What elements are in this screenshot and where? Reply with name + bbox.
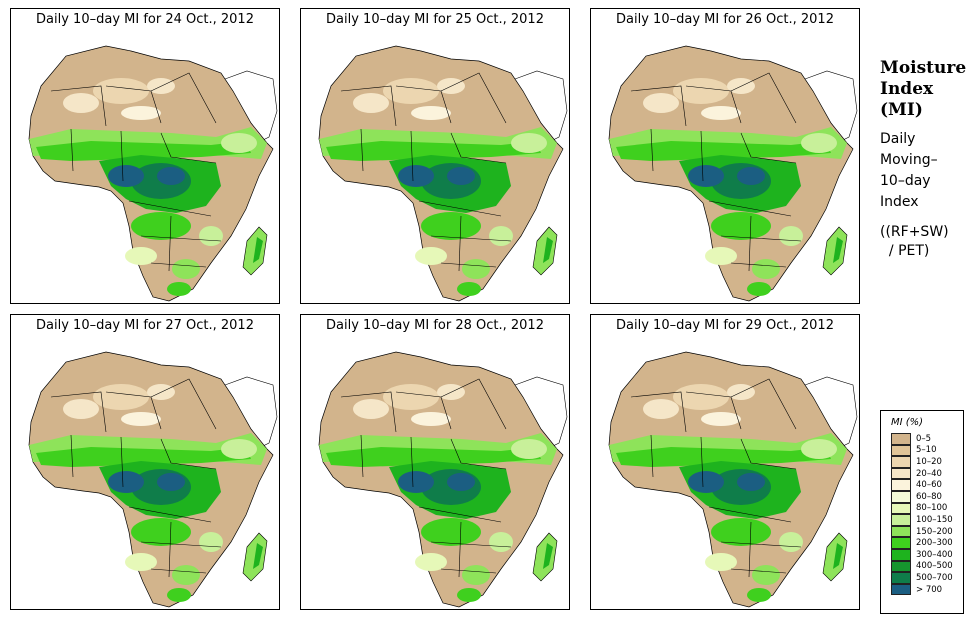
legend-label: 40–60	[916, 480, 942, 491]
africa-moisture-map	[11, 31, 279, 303]
legend-item: 10–20	[891, 456, 953, 468]
legend-label: 20–40	[916, 468, 942, 479]
legend-swatch	[891, 502, 911, 515]
legend-swatch	[891, 444, 911, 457]
legend-item: 60–80	[891, 490, 953, 503]
map-panel-title: Daily 10–day MI for 24 Oct., 2012	[11, 9, 279, 32]
map-panel-title: Daily 10–day MI for 27 Oct., 2012	[11, 315, 279, 338]
legend-label: 80–100	[916, 503, 948, 514]
legend-item: 80–100	[891, 502, 953, 515]
legend-swatch	[891, 537, 911, 549]
legend-item: 20–40	[891, 467, 953, 480]
legend-item: 400–500	[891, 560, 953, 573]
legend-label: 200–300	[916, 538, 953, 549]
legend-title: MI (%)	[891, 417, 924, 428]
map-panel-title: Daily 10–day MI for 28 Oct., 2012	[301, 315, 569, 338]
legend-item: 200–300	[891, 537, 953, 549]
africa-moisture-map	[591, 31, 859, 303]
index-description: Moisture Index (MI) Daily Moving– 10–day…	[880, 58, 972, 261]
map-panel-5: Daily 10–day MI for 29 Oct., 2012	[590, 314, 860, 610]
legend-swatch	[891, 548, 911, 561]
africa-moisture-map	[301, 31, 569, 303]
legend-label: 400–500	[916, 561, 953, 572]
legend-swatch	[891, 560, 911, 573]
legend-label: > 700	[916, 584, 943, 595]
africa-moisture-map	[301, 337, 569, 609]
legend-label: 500–700	[916, 572, 953, 583]
legend-item: 40–60	[891, 479, 953, 491]
legend-swatch	[891, 433, 911, 445]
index-formula: ((RF+SW) / PET)	[880, 224, 949, 259]
legend-item: 500–700	[891, 572, 953, 584]
index-subtext: Daily Moving– 10–day Index	[880, 131, 938, 210]
legend-item: 100–150	[891, 514, 953, 526]
map-panel-4: Daily 10–day MI for 28 Oct., 2012	[300, 314, 570, 610]
legend-swatch	[891, 525, 911, 538]
map-panel-3: Daily 10–day MI for 27 Oct., 2012	[10, 314, 280, 610]
legend-item: 150–200	[891, 525, 953, 538]
legend-label: 300–400	[916, 549, 953, 560]
legend-swatch	[891, 583, 911, 596]
legend-item: 5–10	[891, 444, 953, 457]
legend-swatch	[891, 514, 911, 526]
legend-swatch	[891, 490, 911, 503]
map-panel-2: Daily 10–day MI for 26 Oct., 2012	[590, 8, 860, 304]
legend-label: 10–20	[916, 456, 942, 467]
legend-label: 100–150	[916, 514, 953, 525]
africa-moisture-map	[11, 337, 279, 609]
map-panel-1: Daily 10–day MI for 25 Oct., 2012	[300, 8, 570, 304]
legend-item: 300–400	[891, 548, 953, 561]
legend-label: 5–10	[916, 445, 937, 456]
legend-label: 150–200	[916, 526, 953, 537]
map-panel-title: Daily 10–day MI for 29 Oct., 2012	[591, 315, 859, 338]
legend-rows: 0–5 5–10 10–20 20–40 40–60 60–80 80–100 100–150…	[891, 433, 953, 596]
legend-item: > 700	[891, 583, 953, 596]
color-legend: MI (%) 0–5 5–10 10–20 20–40 40–60 60–80 80–100…	[880, 410, 964, 614]
legend-swatch	[891, 572, 911, 584]
index-heading: Moisture Index (MI)	[880, 58, 967, 120]
africa-moisture-map	[591, 337, 859, 609]
map-panel-title: Daily 10–day MI for 26 Oct., 2012	[591, 9, 859, 32]
legend-label: 60–80	[916, 491, 942, 502]
legend-item: 0–5	[891, 433, 953, 445]
legend-swatch	[891, 467, 911, 480]
map-panel-0: Daily 10–day MI for 24 Oct., 2012	[10, 8, 280, 304]
legend-swatch	[891, 456, 911, 468]
legend-label: 0–5	[916, 433, 932, 444]
map-panel-title: Daily 10–day MI for 25 Oct., 2012	[301, 9, 569, 32]
legend-swatch	[891, 479, 911, 491]
